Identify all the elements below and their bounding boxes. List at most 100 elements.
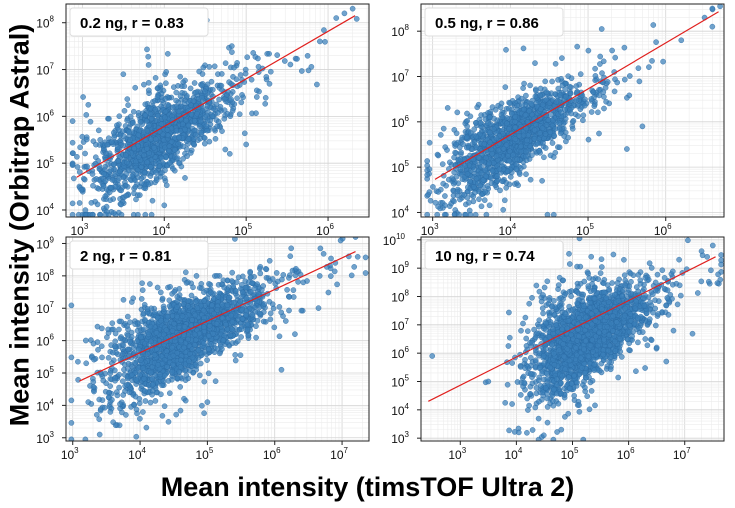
y-tick-label: 108	[36, 15, 54, 31]
data-point	[466, 199, 472, 206]
data-point	[543, 122, 550, 128]
data-point	[151, 144, 157, 151]
data-point	[552, 61, 559, 67]
data-point	[555, 77, 561, 83]
data-point	[512, 136, 519, 142]
data-point	[487, 109, 494, 115]
data-point	[556, 120, 563, 126]
data-point	[290, 287, 297, 293]
data-point	[523, 92, 529, 99]
data-point	[614, 79, 621, 86]
data-point	[193, 89, 199, 96]
data-point	[173, 89, 180, 96]
data-point	[123, 192, 130, 199]
data-point	[107, 370, 114, 377]
data-point	[463, 211, 469, 217]
data-point-notable	[95, 127, 102, 134]
data-point	[175, 83, 181, 89]
data-point	[563, 93, 569, 100]
data-point	[162, 167, 168, 174]
data-point	[202, 88, 208, 95]
data-point	[450, 180, 457, 187]
data-point	[542, 145, 549, 151]
data-point	[199, 82, 205, 89]
data-point	[604, 79, 611, 85]
data-point	[232, 237, 238, 242]
data-point	[588, 109, 595, 115]
data-point	[551, 211, 557, 217]
data-point	[475, 154, 482, 161]
data-point	[543, 89, 550, 96]
data-point	[131, 145, 138, 152]
data-point	[512, 118, 518, 125]
data-point	[142, 101, 149, 108]
data-point	[177, 93, 184, 99]
data-point	[133, 170, 140, 177]
y-tick-label: 105	[36, 155, 54, 171]
y-tick-exponent: 7	[405, 69, 410, 78]
data-point	[506, 157, 513, 164]
data-point	[183, 117, 189, 124]
data-point	[164, 127, 171, 133]
data-point	[596, 92, 603, 99]
data-point	[209, 113, 216, 119]
data-point	[196, 123, 203, 129]
panel-annotation: 0.5 ng, r = 0.86	[424, 7, 564, 37]
data-point	[74, 164, 81, 170]
data-point	[222, 146, 229, 153]
data-point	[133, 406, 140, 413]
data-point	[262, 266, 269, 272]
data-point	[161, 114, 168, 121]
data-points	[68, 237, 369, 441]
data-point	[234, 60, 240, 66]
data-point	[281, 58, 288, 64]
data-point	[127, 319, 133, 326]
data-point	[170, 165, 176, 172]
data-point	[235, 274, 242, 281]
data-point	[464, 184, 471, 191]
data-point	[128, 372, 135, 378]
data-point	[527, 176, 534, 183]
data-point	[585, 47, 592, 54]
data-point	[145, 181, 152, 188]
data-point	[141, 169, 148, 176]
data-point	[177, 73, 183, 80]
data-point	[635, 65, 642, 71]
data-point	[539, 101, 546, 108]
data-point	[602, 84, 609, 91]
data-point	[443, 182, 449, 189]
data-point	[193, 273, 200, 279]
x-tick-label: 106	[316, 222, 334, 238]
data-point	[68, 397, 75, 404]
data-point	[207, 289, 214, 296]
data-point	[116, 326, 122, 333]
data-point	[288, 245, 295, 252]
data-point	[183, 372, 190, 379]
data-point	[257, 263, 264, 270]
data-point	[120, 296, 127, 303]
data-point	[232, 352, 238, 358]
data-point	[158, 155, 165, 162]
data-point	[238, 334, 244, 340]
data-point	[442, 211, 448, 217]
data-point	[173, 97, 179, 104]
data-point	[169, 104, 176, 111]
data-point	[523, 171, 529, 177]
data-point	[612, 54, 619, 61]
data-point	[497, 187, 503, 194]
data-point	[200, 64, 207, 71]
data-point	[153, 177, 160, 183]
data-point	[464, 118, 471, 124]
data-point-notable	[678, 37, 685, 44]
data-point	[650, 22, 657, 28]
data-point	[473, 175, 480, 182]
data-point	[500, 206, 507, 213]
data-point	[162, 109, 169, 115]
data-point	[175, 141, 181, 147]
data-point	[483, 211, 490, 217]
data-point	[600, 89, 607, 95]
data-point	[201, 140, 208, 147]
y-tick-exponent: 7	[50, 62, 55, 71]
data-point	[496, 166, 503, 173]
